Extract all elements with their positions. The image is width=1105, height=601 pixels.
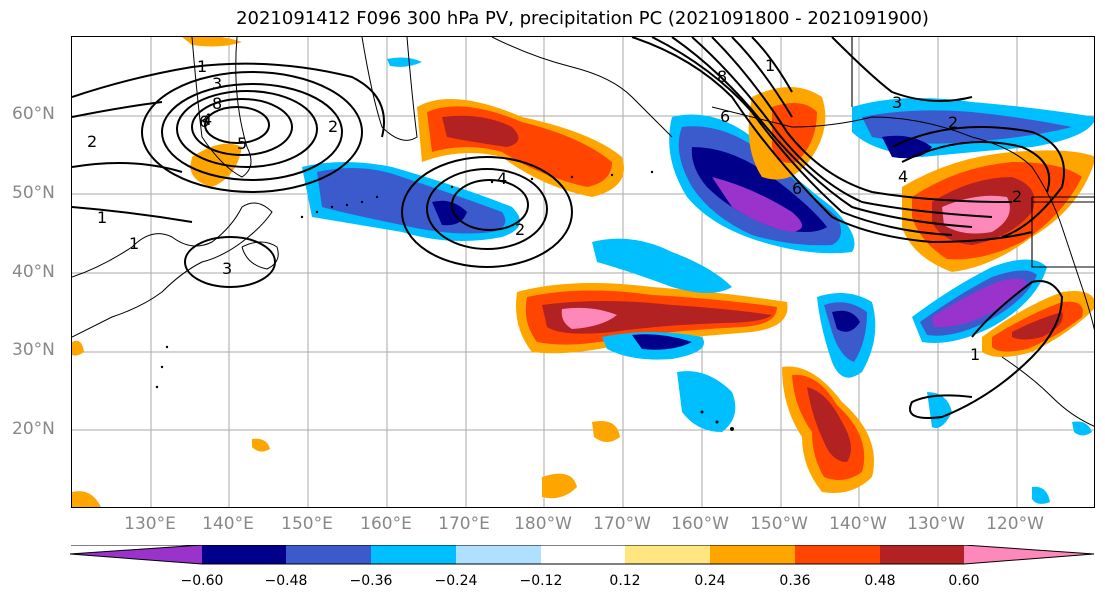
colorbar-tick: −0.60 [180,573,224,589]
lon-label: 160°W [671,514,729,534]
colorbar-tick: −0.48 [264,573,308,589]
lat-label-60n: 60°N [12,104,55,124]
contour-label: 2 [948,113,958,132]
contour-label: 1 [97,208,107,227]
contour-label: 2 [515,220,525,239]
island-chains [155,170,734,431]
lon-label: 180°W [514,514,572,534]
contour-label: 1 [765,56,775,75]
lon-label: 130°E [124,514,176,534]
contour-label: 2 [1012,187,1022,206]
contour-label: 1 [129,234,139,253]
pv-contours [72,37,1065,419]
lat-label-40n: 40°N [12,262,55,282]
contour-label: 8 [212,94,222,113]
colorbar-swatch [880,545,965,564]
contour-label: 1 [197,57,207,76]
map-panel: 1 2 3 4 5 6 8 1 1 2 3 4 2 6 8 6 1 2 3 4 … [71,36,1095,508]
contour-label: 1 [970,345,980,364]
colorbar-tick: −0.36 [349,573,393,589]
contour-label: 3 [222,259,232,278]
colorbar-swatch [541,545,626,564]
contour-label: 3 [212,74,222,93]
colorbar-tick: 0.48 [864,573,896,589]
lat-label-50n: 50°N [12,183,55,203]
colorbar-swatch [625,545,711,564]
contour-label: 4 [898,167,908,186]
colorbar-swatch [795,545,881,564]
contour-label: 2 [87,132,97,151]
contour-label: 4 [202,110,212,129]
lon-label: 140°W [829,514,887,534]
lon-label: 170°W [593,514,651,534]
lon-label: 150°E [281,514,333,534]
lon-label: 120°W [986,514,1044,534]
colorbar-swatch [202,545,287,564]
colorbar-tick: 0.60 [948,573,980,589]
lon-label: 160°E [360,514,412,534]
colorbar-swatch [286,545,372,564]
map-title: 2021091412 F096 300 hPa PV, precipitatio… [236,8,929,29]
contour-label: 2 [328,117,338,136]
colorbar [70,545,1095,565]
precip-anomaly-fills [72,37,1094,507]
colorbar-swatch [70,545,202,564]
contour-label: 3 [892,93,902,112]
lon-label: 170°E [438,514,490,534]
contour-label: 6 [720,107,730,126]
colorbar-swatch [710,545,796,564]
lon-label: 140°E [202,514,254,534]
colorbar-tick: 0.24 [694,573,726,589]
contour-label: 4 [497,169,507,188]
colorbar-swatch [456,545,542,564]
contour-label: 5 [237,134,247,153]
colorbar-tick: 0.36 [779,573,811,589]
map-canvas: 1 2 3 4 5 6 8 1 1 2 3 4 2 6 8 6 1 2 3 4 … [72,37,1094,507]
colorbar-swatch [964,545,1094,564]
colorbar-outline [70,545,1095,565]
contour-label: 8 [717,67,727,86]
contour-labels: 1 2 3 4 5 6 8 1 1 2 3 4 2 6 8 6 1 2 3 4 … [87,56,1022,364]
colorbar-tick: 0.12 [609,573,641,589]
colorbar-tick: −0.24 [434,573,478,589]
lat-label-20n: 20°N [12,419,55,439]
lon-label: 130°W [907,514,965,534]
contour-label: 6 [199,112,209,131]
lon-label: 150°W [750,514,808,534]
lat-label-30n: 30°N [12,340,55,360]
contour-label: 6 [792,179,802,198]
colorbar-swatch [371,545,457,564]
colorbar-tick: −0.12 [519,573,563,589]
